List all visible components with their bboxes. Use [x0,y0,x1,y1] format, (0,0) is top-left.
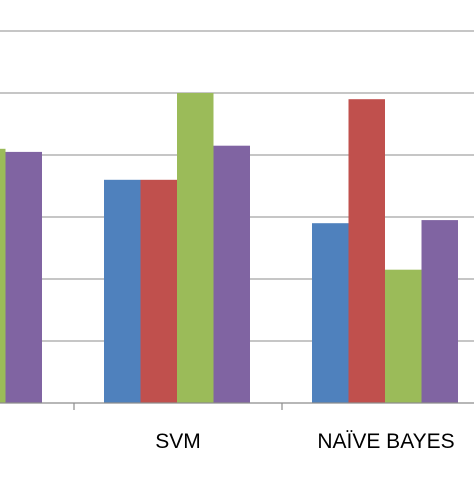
bar [213,145,250,403]
bar [0,148,6,403]
bar [104,179,141,403]
bar [140,179,177,403]
x-axis [0,402,474,410]
bar [177,93,214,403]
bar [348,99,385,403]
x-tick-label: NAÏVE BAYES [317,430,454,453]
bar [421,220,458,403]
x-tick-label: SVM [155,430,201,453]
x-tick-labels: SVM NAÏVE BAYES [155,430,454,453]
bar [5,151,42,403]
bars [0,93,458,403]
bar [385,269,422,403]
bar [312,223,349,403]
